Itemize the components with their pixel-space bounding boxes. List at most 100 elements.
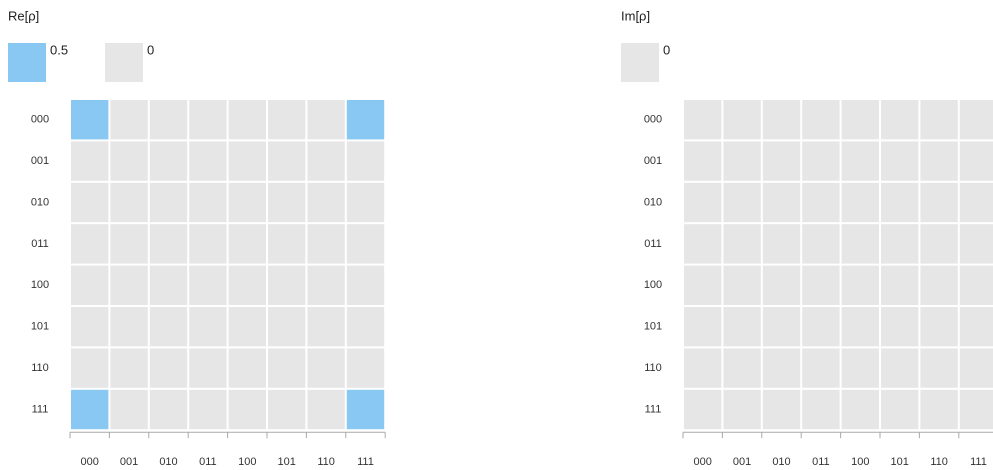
cell (110, 348, 148, 388)
cell (346, 389, 385, 430)
cell (346, 307, 385, 347)
cell (71, 182, 109, 223)
cell (959, 307, 993, 347)
cell (189, 182, 227, 223)
cell (189, 100, 227, 140)
cell (228, 182, 266, 223)
cell (841, 307, 879, 347)
cell (268, 265, 306, 305)
chart-title: Re[ρ] (8, 8, 39, 23)
column-label: 111 (970, 456, 987, 468)
cell (959, 348, 993, 388)
cell (762, 141, 801, 181)
legend-swatch (621, 43, 659, 82)
cell (881, 141, 919, 181)
row-label: 101 (644, 321, 662, 333)
cell (307, 100, 345, 140)
cell (228, 389, 266, 430)
cell (920, 100, 958, 140)
cell (71, 224, 109, 264)
cell (762, 182, 801, 223)
row-label: 010 (644, 196, 662, 208)
cell (346, 348, 385, 388)
cell (346, 224, 385, 264)
cell (723, 141, 761, 181)
column-label: 011 (812, 456, 830, 468)
cell (959, 182, 993, 223)
cell (268, 182, 306, 223)
cell (920, 224, 958, 264)
cell (149, 182, 188, 223)
cell (346, 100, 385, 140)
cell (920, 307, 958, 347)
cell (71, 265, 109, 305)
cell (762, 389, 801, 430)
cell (228, 348, 266, 388)
cell (71, 100, 109, 140)
cell (959, 224, 993, 264)
cell (841, 265, 879, 305)
cell (920, 348, 958, 388)
cell (959, 389, 993, 430)
legend-label: 0.5 (50, 42, 68, 57)
cell (149, 348, 188, 388)
cell (881, 100, 919, 140)
cell (189, 348, 227, 388)
cell (802, 182, 840, 223)
legend-swatch (8, 43, 46, 82)
cell (841, 182, 879, 223)
cell (841, 224, 879, 264)
cell (346, 182, 385, 223)
cell (149, 224, 188, 264)
cell (684, 224, 722, 264)
cell (228, 224, 266, 264)
column-label: 010 (772, 456, 790, 468)
cell (189, 307, 227, 347)
cell (228, 100, 266, 140)
cell (307, 265, 345, 305)
row-label: 100 (644, 279, 662, 291)
column-label: 011 (199, 456, 217, 468)
cell (723, 224, 761, 264)
cell (268, 348, 306, 388)
cell (802, 100, 840, 140)
cell (228, 141, 266, 181)
cell (723, 100, 761, 140)
cell (149, 265, 188, 305)
cell (881, 265, 919, 305)
cell (71, 307, 109, 347)
cell (268, 389, 306, 430)
cell (71, 389, 109, 430)
row-label: 000 (31, 114, 49, 126)
cell (307, 307, 345, 347)
cell (723, 307, 761, 347)
cell (684, 307, 722, 347)
cell (802, 224, 840, 264)
column-label: 001 (120, 456, 138, 468)
cell (959, 265, 993, 305)
cell (149, 307, 188, 347)
row-label: 010 (31, 196, 49, 208)
cell (723, 182, 761, 223)
cell (762, 265, 801, 305)
cell (762, 100, 801, 140)
row-label: 011 (644, 238, 662, 250)
row-label: 001 (31, 155, 49, 167)
cell (684, 265, 722, 305)
cell (110, 141, 148, 181)
cell (959, 141, 993, 181)
column-label: 101 (278, 456, 296, 468)
legend-swatch (105, 43, 143, 82)
row-label: 100 (31, 279, 49, 291)
row-label: 011 (31, 238, 49, 250)
cell (307, 348, 345, 388)
column-label: 110 (317, 456, 335, 468)
cell (149, 141, 188, 181)
cell (307, 389, 345, 430)
cell (920, 389, 958, 430)
cell (189, 224, 227, 264)
cell (723, 265, 761, 305)
cell (684, 100, 722, 140)
legend-label: 0 (147, 42, 154, 57)
cell (920, 141, 958, 181)
